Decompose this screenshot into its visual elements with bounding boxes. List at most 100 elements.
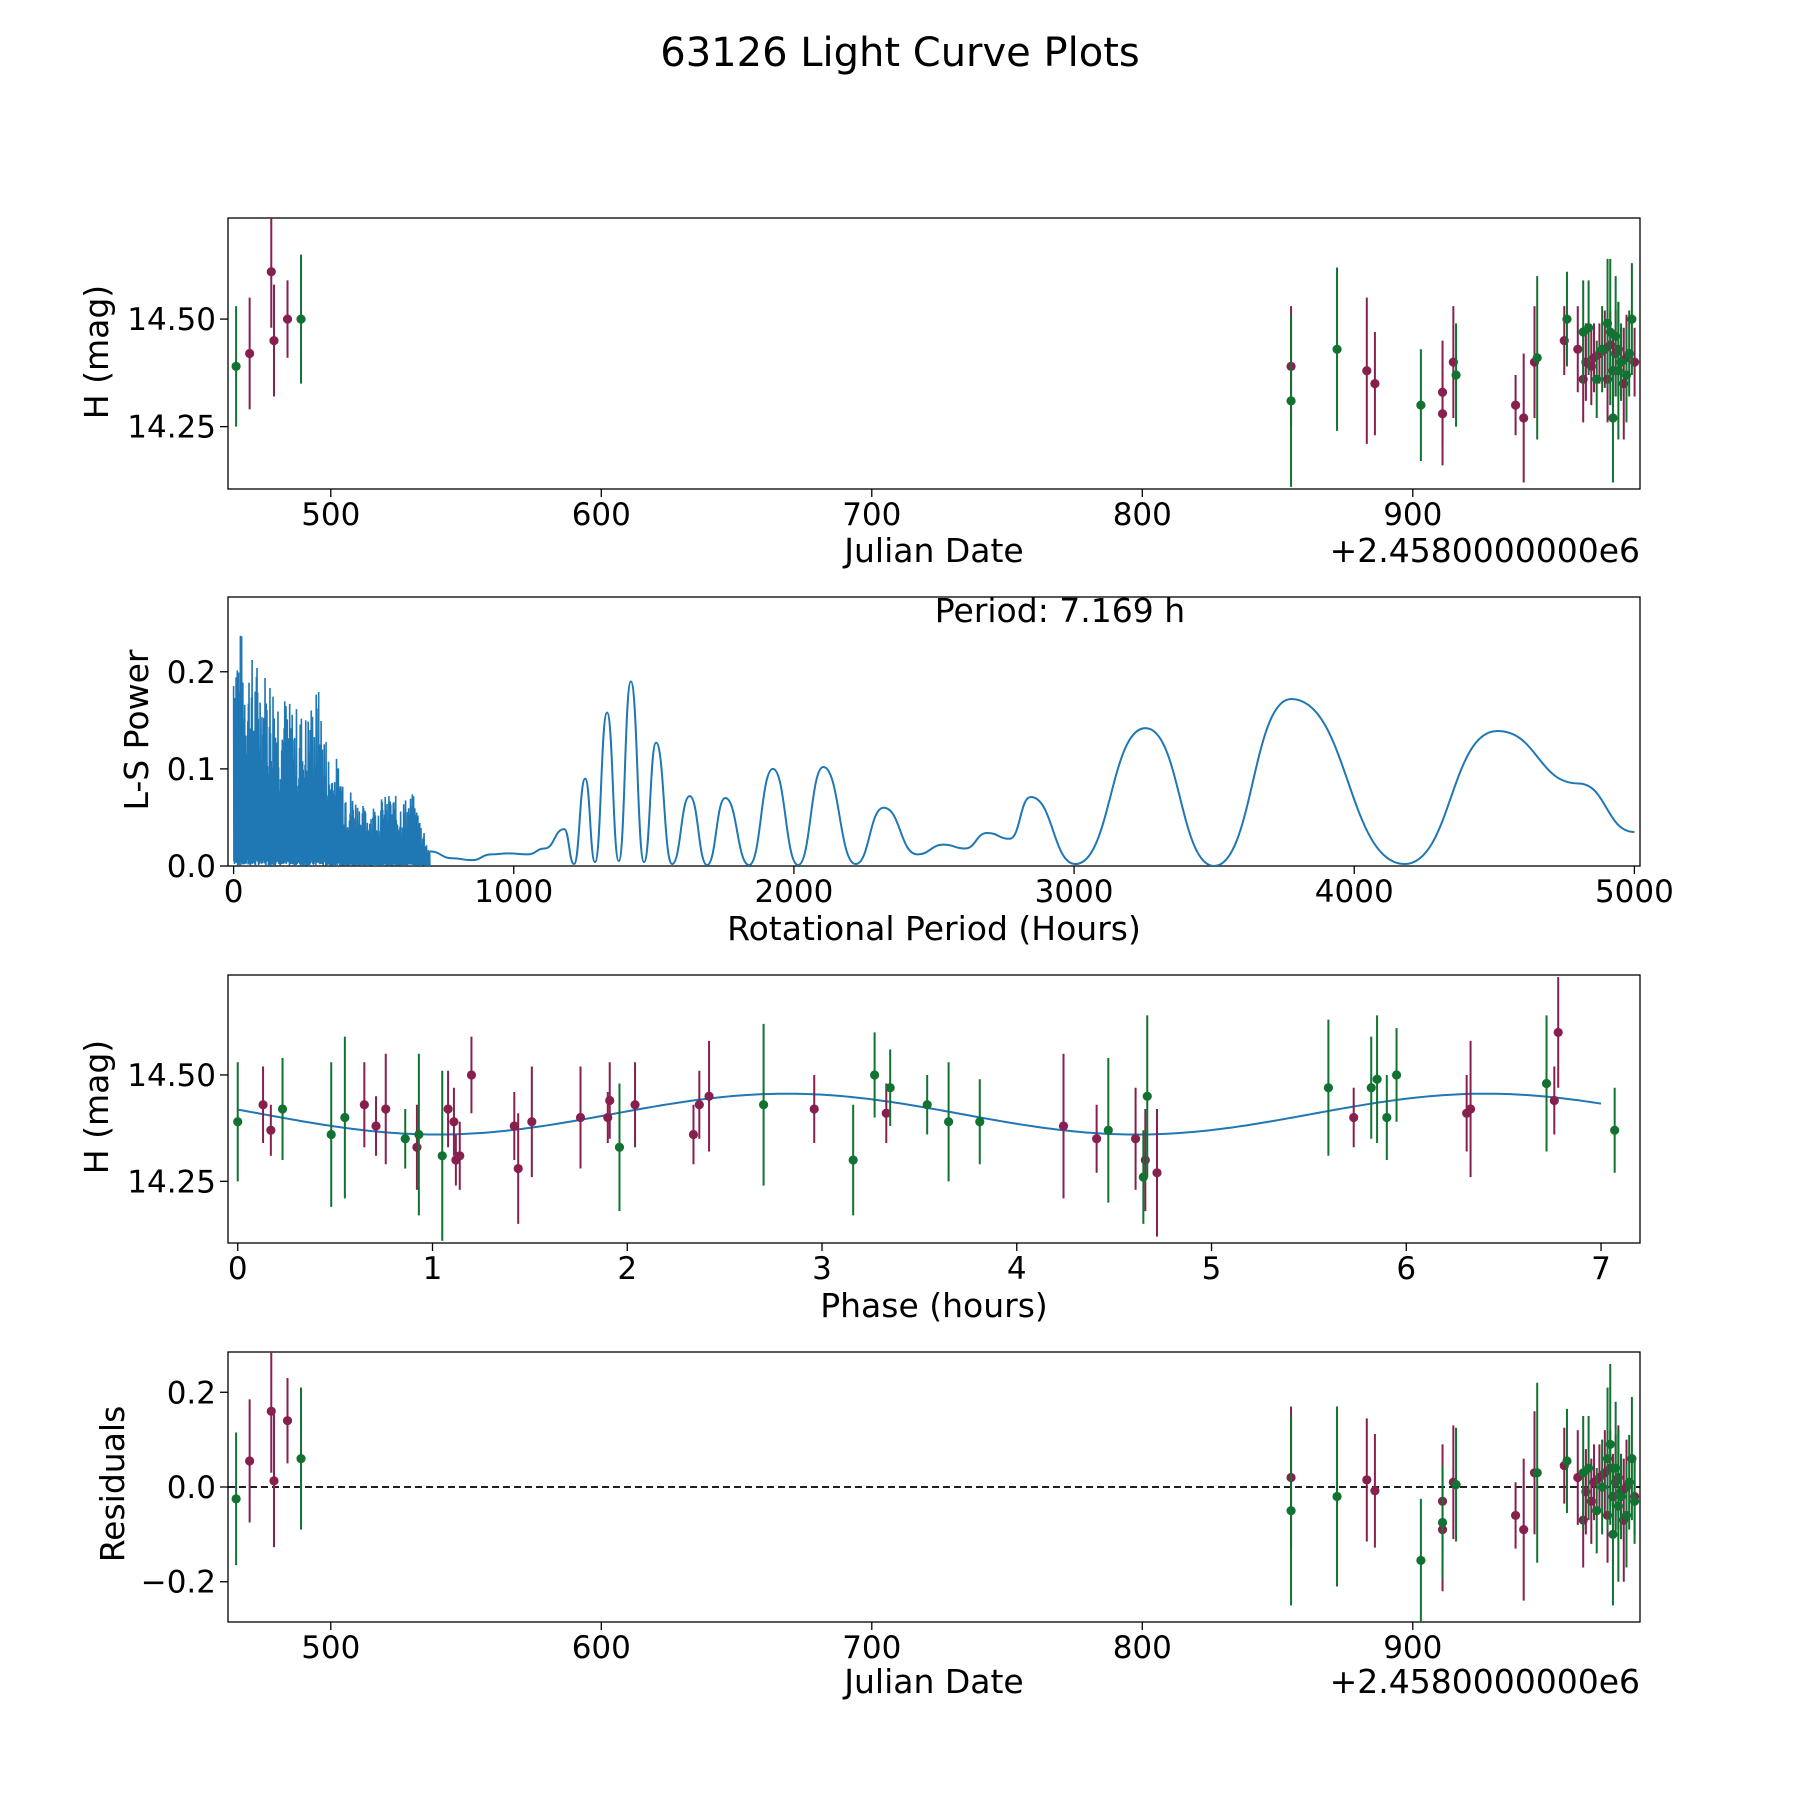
residuals-ylabel: Residuals — [93, 1406, 132, 1563]
fit-curve — [237, 1092, 1602, 1136]
light-curve-ylabel: H (mag) — [77, 285, 116, 419]
filter-b-point — [231, 1494, 241, 1504]
filter-a-point — [809, 1104, 819, 1114]
filter-b-point — [614, 1142, 625, 1152]
filter-b-point — [758, 1100, 769, 1110]
filter-b-point — [1437, 1517, 1448, 1528]
filter-a-point — [449, 1117, 459, 1127]
filter-b-point — [1451, 1480, 1461, 1490]
filter-a-point — [1510, 400, 1521, 410]
filter-a-point — [359, 1100, 369, 1110]
filter-b-point — [1562, 314, 1572, 324]
phased-light-curve-ylabel: H (mag) — [77, 1040, 116, 1174]
filter-a-point — [269, 335, 279, 346]
filter-b-point — [326, 1129, 336, 1140]
light-curve-ytick-label: 14.50 — [127, 302, 216, 338]
light-curve-ytick-label: 14.25 — [127, 410, 216, 446]
filter-a-point — [1152, 1168, 1162, 1178]
filter-a-point — [282, 314, 293, 324]
filter-a-point — [1553, 1027, 1563, 1038]
filter-b-point — [1584, 1463, 1594, 1473]
filter-b-point — [1541, 1078, 1552, 1089]
phased-light-curve-xtick-label: 6 — [1396, 1251, 1416, 1287]
filter-b-point — [1616, 357, 1626, 367]
filter-b-point — [1332, 344, 1342, 354]
filter-b-point — [340, 1112, 350, 1123]
residuals-ytick-label: 0.2 — [167, 1375, 216, 1411]
light-curve-xtick-label: 600 — [572, 497, 631, 533]
filter-a-point — [466, 1070, 477, 1080]
periodogram-xtick-label: 2000 — [754, 874, 833, 910]
filter-b-point — [296, 314, 306, 324]
periodogram-frame — [227, 596, 1641, 867]
filter-a-point — [1437, 409, 1448, 419]
filter-b-point — [1532, 353, 1542, 363]
filter-b-point — [231, 361, 241, 372]
filter-a-point — [605, 1095, 615, 1106]
filter-b-point — [1286, 396, 1296, 406]
filter-b-point — [848, 1155, 858, 1165]
phased-light-curve-xtick-label: 2 — [617, 1251, 637, 1287]
filter-b-point — [1597, 344, 1607, 354]
filter-b-point — [1323, 1083, 1333, 1093]
data-markers — [233, 977, 1620, 1241]
filter-a-point — [1510, 1510, 1521, 1521]
light-curve-xtick-label: 900 — [1383, 497, 1442, 533]
filter-a-point — [1058, 1121, 1069, 1131]
phased-light-curve-xtick-label: 0 — [228, 1251, 248, 1287]
filter-b-point — [1610, 1125, 1620, 1135]
residuals-xlabel: Julian Date — [842, 1662, 1024, 1701]
filter-a-point — [694, 1100, 704, 1110]
periodogram-ytick-label: 0.0 — [167, 849, 216, 885]
filter-a-point — [282, 1416, 293, 1426]
periodogram-xtick-label: 0 — [224, 874, 244, 910]
filter-b-point — [1592, 374, 1602, 384]
filter-b-point — [1332, 1491, 1342, 1502]
phased-light-curve-ytick-label: 14.25 — [127, 1164, 216, 1200]
filter-a-point — [412, 1142, 422, 1152]
filter-b-point — [1382, 1112, 1392, 1123]
residuals-xtick-label: 900 — [1383, 1630, 1442, 1666]
filter-a-point — [455, 1151, 465, 1161]
filter-a-point — [266, 1406, 276, 1416]
residuals-xtick-label: 600 — [572, 1630, 631, 1666]
phased-light-curve-panel: Phase (hours) H (mag) 0 1 2 3 4 5 6 7 14.25 14.50 — [77, 974, 1641, 1325]
periodogram-curve — [429, 680, 1635, 866]
filter-b-point — [233, 1117, 243, 1127]
filter-b-point — [277, 1104, 288, 1114]
filter-b-point — [1605, 1439, 1615, 1449]
residuals-xtick-label: 800 — [1113, 1630, 1172, 1666]
filter-b-point — [437, 1151, 447, 1161]
filter-a-point — [575, 1112, 586, 1123]
phased-light-curve-xtick-label: 1 — [423, 1251, 443, 1287]
light-curve-panel: Julian Date H (mag) +2.4580000000e6 500 6… — [77, 217, 1641, 570]
periodogram-xtick-label: 3000 — [1035, 874, 1114, 910]
filter-b-point — [1616, 1491, 1626, 1502]
filter-a-point — [630, 1100, 640, 1110]
filter-b-point — [944, 1117, 954, 1127]
phased-light-curve-xlabel: Phase (hours) — [820, 1286, 1048, 1325]
periodogram-ytick-label: 0.1 — [167, 752, 216, 788]
filter-b-point — [1597, 1482, 1607, 1492]
filter-a-point — [1362, 366, 1372, 376]
filter-a-point — [688, 1129, 699, 1140]
filter-b-point — [414, 1129, 424, 1140]
filter-b-point — [1391, 1070, 1402, 1080]
periodogram-ylabel: L-S Power — [117, 649, 156, 810]
filter-a-point — [1140, 1155, 1150, 1165]
filter-b-point — [1416, 400, 1426, 410]
filter-a-point — [1519, 1525, 1529, 1535]
periodogram-xtick-label: 5000 — [1595, 874, 1674, 910]
filter-a-point — [527, 1117, 537, 1127]
filter-a-point — [245, 348, 255, 359]
phased-light-curve-xtick-label: 5 — [1202, 1251, 1222, 1287]
filter-a-point — [381, 1104, 391, 1114]
filter-b-point — [1584, 323, 1594, 333]
filter-b-point — [400, 1134, 410, 1144]
filter-b-point — [1416, 1555, 1426, 1566]
phased-light-curve-frame — [227, 974, 1641, 1244]
periodogram-xtick-label: 1000 — [474, 874, 553, 910]
filter-b-point — [1532, 1468, 1542, 1478]
light-curve-x-offset: +2.4580000000e6 — [1330, 531, 1640, 570]
filter-a-point — [245, 1456, 255, 1466]
